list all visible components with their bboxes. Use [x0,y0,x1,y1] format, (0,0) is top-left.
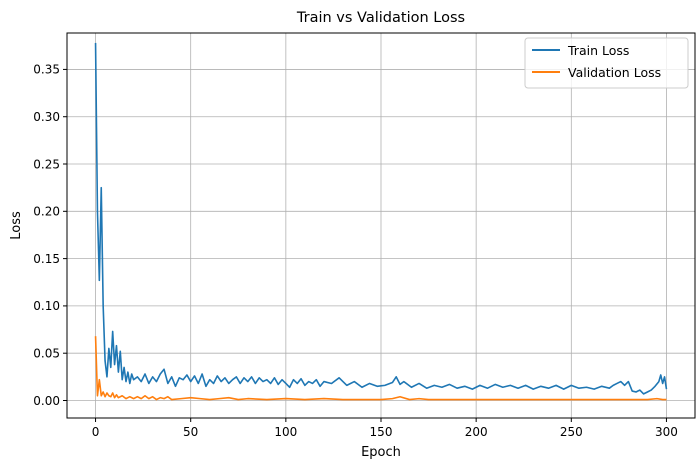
x-tick-label: 200 [465,425,488,439]
y-axis-label: Loss [9,211,24,240]
y-tick-label: 0.30 [33,110,60,124]
legend: Train Loss Validation Loss [524,37,689,89]
ticks: 0 50 100 150 200 250 300 0.00 0.05 0.10 0.15 0.20 0.… [33,63,678,439]
y-tick-label: 0.20 [33,205,60,219]
series-layer [94,42,668,401]
y-tick-label: 0.05 [33,347,60,361]
validation-loss-line [94,336,667,401]
y-tick-label: 0.10 [33,299,60,313]
grid [67,33,695,418]
y-tick-label: 0.35 [33,63,60,77]
y-tick-label: 0.00 [33,394,60,408]
y-tick-label: 0.25 [33,157,60,171]
x-tick-label: 0 [92,425,100,439]
x-tick-label: 100 [274,425,297,439]
x-tick-label: 50 [183,425,198,439]
legend-label-train-loss: Train Loss [567,43,629,58]
train-loss-line [94,42,668,395]
x-axis-label: Epoch [361,445,401,460]
legend-box [524,37,689,89]
chart-title: Train vs Validation Loss [296,10,465,26]
x-tick-label: 150 [370,425,393,439]
y-tick-label: 0.15 [33,252,60,266]
x-tick-label: 250 [560,425,583,439]
x-tick-label: 300 [655,425,678,439]
legend-label-validation-loss: Validation Loss [568,65,661,80]
